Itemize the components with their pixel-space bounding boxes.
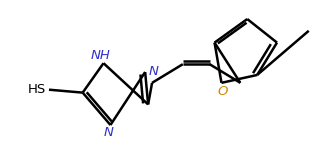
Text: N: N xyxy=(104,126,114,140)
Text: NH: NH xyxy=(90,50,110,62)
Text: N: N xyxy=(148,65,158,78)
Text: O: O xyxy=(218,85,228,98)
Text: HS: HS xyxy=(28,83,46,96)
